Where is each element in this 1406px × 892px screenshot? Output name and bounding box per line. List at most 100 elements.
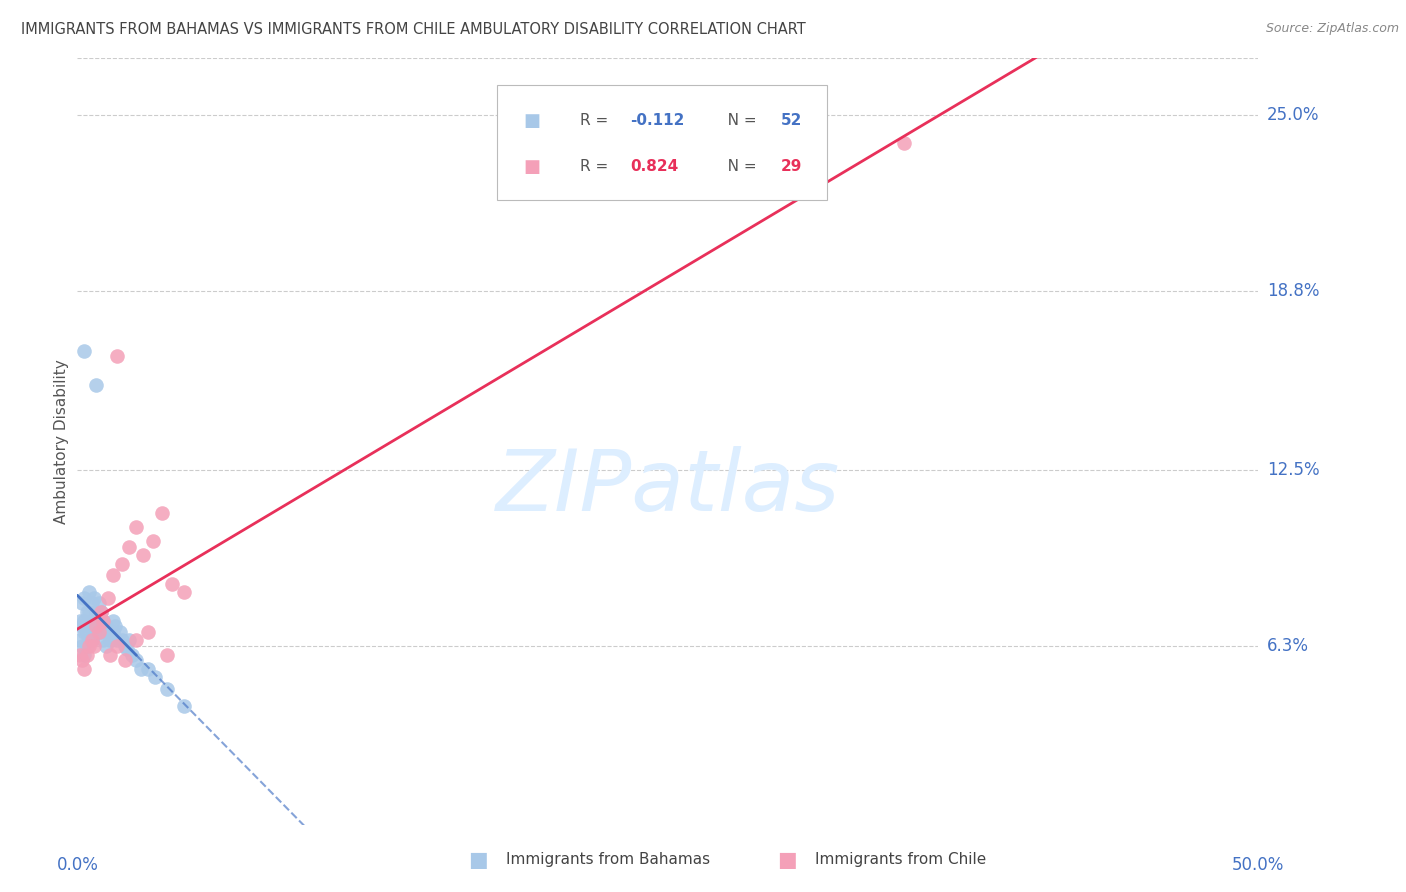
Point (80, 633, 103, 648)
Point (114, 653, 136, 667)
Point (160, 576, 183, 591)
Point (70, 597, 93, 611)
Point (94, 619, 117, 633)
Point (129, 662, 152, 676)
Point (150, 506, 173, 520)
Point (101, 624, 124, 639)
Point (108, 624, 131, 639)
Point (70, 639, 93, 653)
Text: IMMIGRANTS FROM BAHAMAS VS IMMIGRANTS FROM CHILE AMBULATORY DISABILITY CORRELATI: IMMIGRANTS FROM BAHAMAS VS IMMIGRANTS FR… (21, 22, 806, 37)
Point (97, 624, 120, 639)
Text: Immigrants from Bahamas: Immigrants from Bahamas (506, 853, 710, 867)
Text: -0.112: -0.112 (630, 113, 685, 128)
Point (107, 639, 129, 653)
Point (83, 591, 105, 605)
Point (84, 605, 107, 619)
Point (87, 619, 110, 633)
Point (77, 605, 100, 619)
FancyBboxPatch shape (496, 85, 827, 200)
Text: 0.824: 0.824 (630, 160, 678, 175)
Point (136, 662, 159, 676)
Point (91, 614, 114, 628)
Text: ■: ■ (524, 112, 541, 130)
Point (143, 670, 166, 684)
Point (94, 639, 117, 653)
Point (73, 624, 96, 639)
Point (84, 619, 107, 633)
Point (118, 633, 141, 648)
Point (97, 591, 120, 605)
Point (70, 619, 93, 633)
Point (77, 585, 100, 599)
Text: 12.5%: 12.5% (1267, 461, 1319, 479)
Point (84, 377, 107, 392)
Point (90, 605, 112, 619)
Point (114, 639, 136, 653)
Point (100, 633, 122, 648)
Point (111, 557, 134, 571)
Point (173, 585, 195, 599)
Point (104, 619, 127, 633)
Text: N =: N = (713, 160, 761, 175)
Text: ZIPatlas: ZIPatlas (496, 446, 839, 529)
Text: 52: 52 (782, 113, 803, 128)
Text: ■: ■ (468, 850, 488, 870)
Point (132, 548, 155, 562)
Text: ■: ■ (524, 158, 541, 176)
Point (101, 568, 124, 582)
Point (69, 614, 91, 628)
Point (173, 698, 195, 713)
Point (84, 624, 107, 639)
Point (80, 597, 103, 611)
Text: ■: ■ (778, 850, 797, 870)
Text: Source: ZipAtlas.com: Source: ZipAtlas.com (1265, 22, 1399, 36)
Point (77, 633, 100, 648)
Point (101, 614, 124, 628)
Point (118, 540, 141, 554)
Point (83, 639, 105, 653)
Point (73, 648, 96, 662)
Text: R =: R = (581, 160, 613, 175)
Point (70, 653, 93, 667)
Point (100, 648, 122, 662)
Point (80, 614, 103, 628)
Point (107, 349, 129, 363)
Point (142, 533, 165, 548)
Point (87, 597, 110, 611)
Point (87, 624, 110, 639)
Text: R =: R = (581, 113, 613, 128)
Point (121, 648, 143, 662)
Text: 50.0%: 50.0% (1232, 855, 1285, 873)
Text: 25.0%: 25.0% (1267, 106, 1319, 124)
Point (77, 619, 100, 633)
Point (136, 624, 159, 639)
Y-axis label: Ambulatory Disability: Ambulatory Disability (53, 359, 69, 524)
Text: Immigrants from Chile: Immigrants from Chile (815, 853, 987, 867)
Point (893, 136, 915, 151)
Point (83, 614, 105, 628)
Point (90, 605, 112, 619)
Point (125, 653, 148, 667)
Point (156, 681, 179, 696)
Text: 29: 29 (782, 160, 803, 175)
Text: 18.8%: 18.8% (1267, 282, 1319, 300)
Point (91, 633, 114, 648)
Point (111, 633, 134, 648)
Point (73, 614, 96, 628)
Point (107, 633, 129, 648)
Text: 0.0%: 0.0% (56, 855, 98, 873)
Point (69, 648, 91, 662)
Point (73, 662, 96, 676)
Text: N =: N = (713, 113, 761, 128)
Point (156, 648, 179, 662)
Point (77, 639, 100, 653)
Point (76, 648, 98, 662)
Point (76, 605, 98, 619)
Point (125, 520, 148, 534)
Point (73, 343, 96, 358)
Point (90, 624, 112, 639)
Point (115, 642, 138, 657)
Point (76, 624, 98, 639)
Point (91, 614, 114, 628)
Text: 6.3%: 6.3% (1267, 637, 1309, 655)
